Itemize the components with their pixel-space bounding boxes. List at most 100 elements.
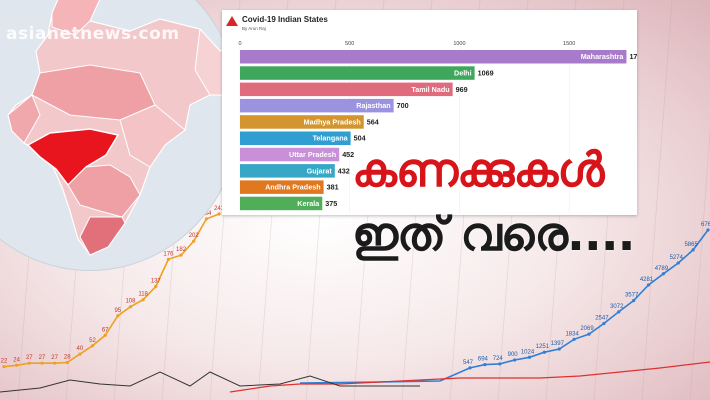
point-orange xyxy=(141,298,145,302)
east-region xyxy=(119,104,186,168)
maharashtra-highlight xyxy=(26,128,120,187)
series-line-red xyxy=(229,361,710,393)
series-line-blue xyxy=(299,229,709,384)
point-label-orange: 27 xyxy=(26,355,33,361)
bar-value-label: 452 xyxy=(342,150,354,159)
bar xyxy=(240,147,340,162)
watermark-text: asianetnews.com xyxy=(6,24,180,44)
point-orange xyxy=(166,257,171,261)
point-orange xyxy=(192,239,196,243)
bar xyxy=(240,66,475,80)
point-orange xyxy=(27,361,31,365)
bar-row: Uttar Pradesh 452 xyxy=(240,147,354,162)
point-orange xyxy=(40,361,44,365)
bar xyxy=(240,50,627,64)
point-label-orange: 176 xyxy=(163,251,174,257)
point-label-orange: 67 xyxy=(102,327,109,333)
point-label-orange: 28 xyxy=(64,354,71,360)
bar xyxy=(240,82,453,97)
grid-line xyxy=(641,0,673,400)
point-label-blue: 724 xyxy=(493,356,504,362)
bar xyxy=(240,180,324,194)
point-blue xyxy=(676,261,680,265)
point-label-blue: 1024 xyxy=(521,349,535,355)
point-label-orange: 241 xyxy=(214,206,225,212)
point-label-blue: 4789 xyxy=(655,266,669,272)
grid-line xyxy=(689,127,710,400)
bar-row: Gujarat 432 xyxy=(240,164,350,178)
bar xyxy=(240,164,335,178)
point-label-orange: 202 xyxy=(189,233,200,239)
point-orange xyxy=(103,333,107,337)
point-orange xyxy=(90,344,95,348)
bar-category-label: Andhra Pradesh xyxy=(265,183,321,192)
point-label-blue: 3072 xyxy=(610,304,624,310)
bar-category-label: Madhya Pradesh xyxy=(304,117,361,126)
point-orange xyxy=(179,253,183,257)
bar xyxy=(240,115,364,129)
point-label-orange: 118 xyxy=(138,292,148,298)
point-label-orange: 234 xyxy=(201,211,212,217)
point-label-orange: 40 xyxy=(77,346,84,352)
point-label-blue: 2547 xyxy=(595,315,609,321)
bar-row: Rajasthan 700 xyxy=(240,98,409,113)
headline-line-2: ഇത് വരെ.... xyxy=(352,207,635,262)
point-label-blue: 676 xyxy=(701,222,710,228)
bar-chart-panel: Covid-19 Indian States By Arun Raj 0 500 1… xyxy=(222,10,637,215)
point-blue xyxy=(617,310,621,314)
west-region xyxy=(7,94,41,144)
point-label-blue: 4281 xyxy=(640,277,654,283)
series-points-blue: 547 694 724 900 1024125113971834206925473072… xyxy=(463,222,710,370)
point-orange xyxy=(78,352,82,356)
point-blue xyxy=(632,299,636,303)
point-label-blue: 547 xyxy=(463,360,474,366)
bar-row: Andhra Pradesh 381 xyxy=(240,180,339,194)
point-label-blue: 2069 xyxy=(580,326,594,332)
point-label-blue: 900 xyxy=(508,352,519,358)
point-orange xyxy=(15,363,19,367)
point-orange xyxy=(65,360,69,365)
headline-line-1: കണക്കുകൾ xyxy=(352,143,604,198)
bar-tick-label: 0 xyxy=(238,41,241,47)
point-label-orange: 182 xyxy=(176,247,187,253)
series-line-black xyxy=(0,371,420,393)
channel-logo-icon xyxy=(226,16,238,26)
bar-category-label: Rajasthan xyxy=(356,101,390,110)
point-orange xyxy=(204,217,208,221)
point-orange xyxy=(217,212,221,216)
point-label-blue: 1251 xyxy=(536,344,550,350)
bar xyxy=(240,131,351,145)
point-label-orange: 95 xyxy=(114,308,121,314)
point-label-orange: 24 xyxy=(13,357,20,363)
point-blue xyxy=(602,321,606,326)
bar-value-label: 432 xyxy=(338,166,350,175)
bar-row: Delhi 1069 xyxy=(240,66,494,80)
bar-category-label: Tamil Nadu xyxy=(411,85,449,94)
bar-row: Telangana 504 xyxy=(240,131,366,145)
bar-category-label: Gujarat xyxy=(307,166,333,175)
bar-category-label: Kerala xyxy=(297,199,320,208)
point-label-blue: 1397 xyxy=(551,341,565,347)
point-label-orange: 52 xyxy=(89,338,96,344)
point-label-orange: 137 xyxy=(151,278,162,284)
point-label-blue: 1834 xyxy=(565,331,579,337)
point-blue xyxy=(498,362,502,366)
bar-value-label: 381 xyxy=(327,183,339,192)
point-blue xyxy=(661,272,665,276)
bar-row: Tamil Nadu 969 xyxy=(240,82,468,97)
bar-value-label: 1069 xyxy=(478,68,494,77)
bar-value-label: 375 xyxy=(325,199,337,208)
point-blue xyxy=(513,358,517,362)
point-orange xyxy=(52,361,57,365)
point-label-blue: 3577 xyxy=(625,293,639,299)
bar-value-label: 700 xyxy=(397,101,409,110)
tamil-nadu-region xyxy=(79,216,126,256)
bar-category-label: Telangana xyxy=(313,134,349,143)
point-blue xyxy=(527,355,532,359)
